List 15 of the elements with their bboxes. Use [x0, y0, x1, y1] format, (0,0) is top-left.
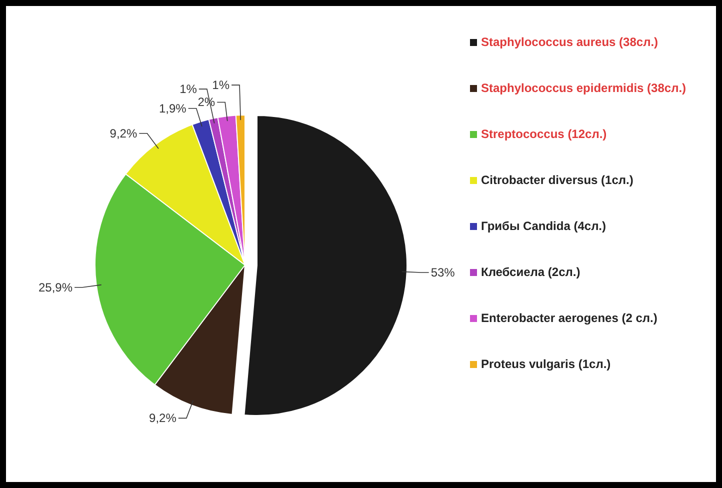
- data-label: 1%: [212, 78, 230, 92]
- legend-label: Streptococcus (12сл.): [481, 127, 607, 141]
- data-label: 25,9%: [38, 280, 73, 294]
- data-label: 9,2%: [149, 411, 177, 426]
- data-label: 1%: [180, 82, 198, 96]
- legend-label: Proteus vulgaris (1сл.): [481, 357, 611, 371]
- data-label: 9,2%: [110, 126, 138, 140]
- legend-label: Staphylococcus aureus (38сл.): [481, 35, 658, 49]
- legend-label: Клебсиела (2сл.): [481, 265, 580, 279]
- data-label: 53%: [430, 266, 456, 280]
- legend-label: Enterobacter aerogenes (2 сл.): [481, 311, 658, 325]
- data-label: 1,9%: [158, 101, 187, 116]
- legend-label: Citrobacter diversus (1сл.): [481, 173, 634, 187]
- legend-label: Staphylococcus epidermidis (38сл.): [481, 81, 686, 95]
- legend-label: Грибы Candida (4сл.): [481, 219, 606, 233]
